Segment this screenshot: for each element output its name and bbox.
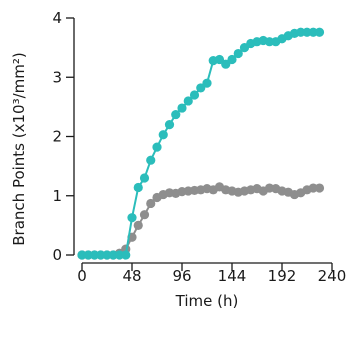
series-0 [77,27,325,260]
axes [73,18,332,264]
data-point [127,213,137,223]
data-point [133,220,143,230]
y-tick-label: 3 [52,68,62,86]
data-point [202,78,212,88]
series-1 [77,182,325,260]
data-point [196,83,206,93]
data-point [158,130,168,140]
data-point [146,155,156,165]
data-point [152,142,162,152]
data-point [146,198,156,209]
y-axis-title: Branch Points (x10³/mm²) [10,52,28,245]
y-tick-label: 4 [52,9,62,27]
ticks: 0 48 96 144 192 240 0 1 2 3 4 [52,9,346,285]
series-line [82,185,320,256]
x-tick-label: 192 [268,267,297,285]
x-tick-label: 96 [172,267,191,285]
series-line [82,31,320,256]
data-point [177,103,187,113]
y-tick-label: 0 [52,246,62,264]
data-point [121,250,131,260]
data-point [164,120,175,130]
data-point [233,48,243,59]
x-tick-label: 48 [122,267,141,285]
data-point [314,27,325,37]
x-axis-title: Time (h) [175,292,239,310]
data-point [139,210,150,220]
x-tick-label: 144 [218,267,247,285]
x-tick-label: 0 [77,267,87,285]
data-point [227,54,237,65]
data-point [214,54,225,65]
x-tick-label: 240 [318,267,347,285]
y-tick-label: 2 [52,128,62,146]
y-tick-label: 1 [52,187,62,205]
data-point [139,173,150,183]
data-point [133,182,143,193]
series-layer [77,27,325,260]
data-point [171,109,181,120]
data-point [189,90,200,100]
data-point [314,183,325,193]
data-point [183,96,193,106]
data-point [221,59,231,69]
